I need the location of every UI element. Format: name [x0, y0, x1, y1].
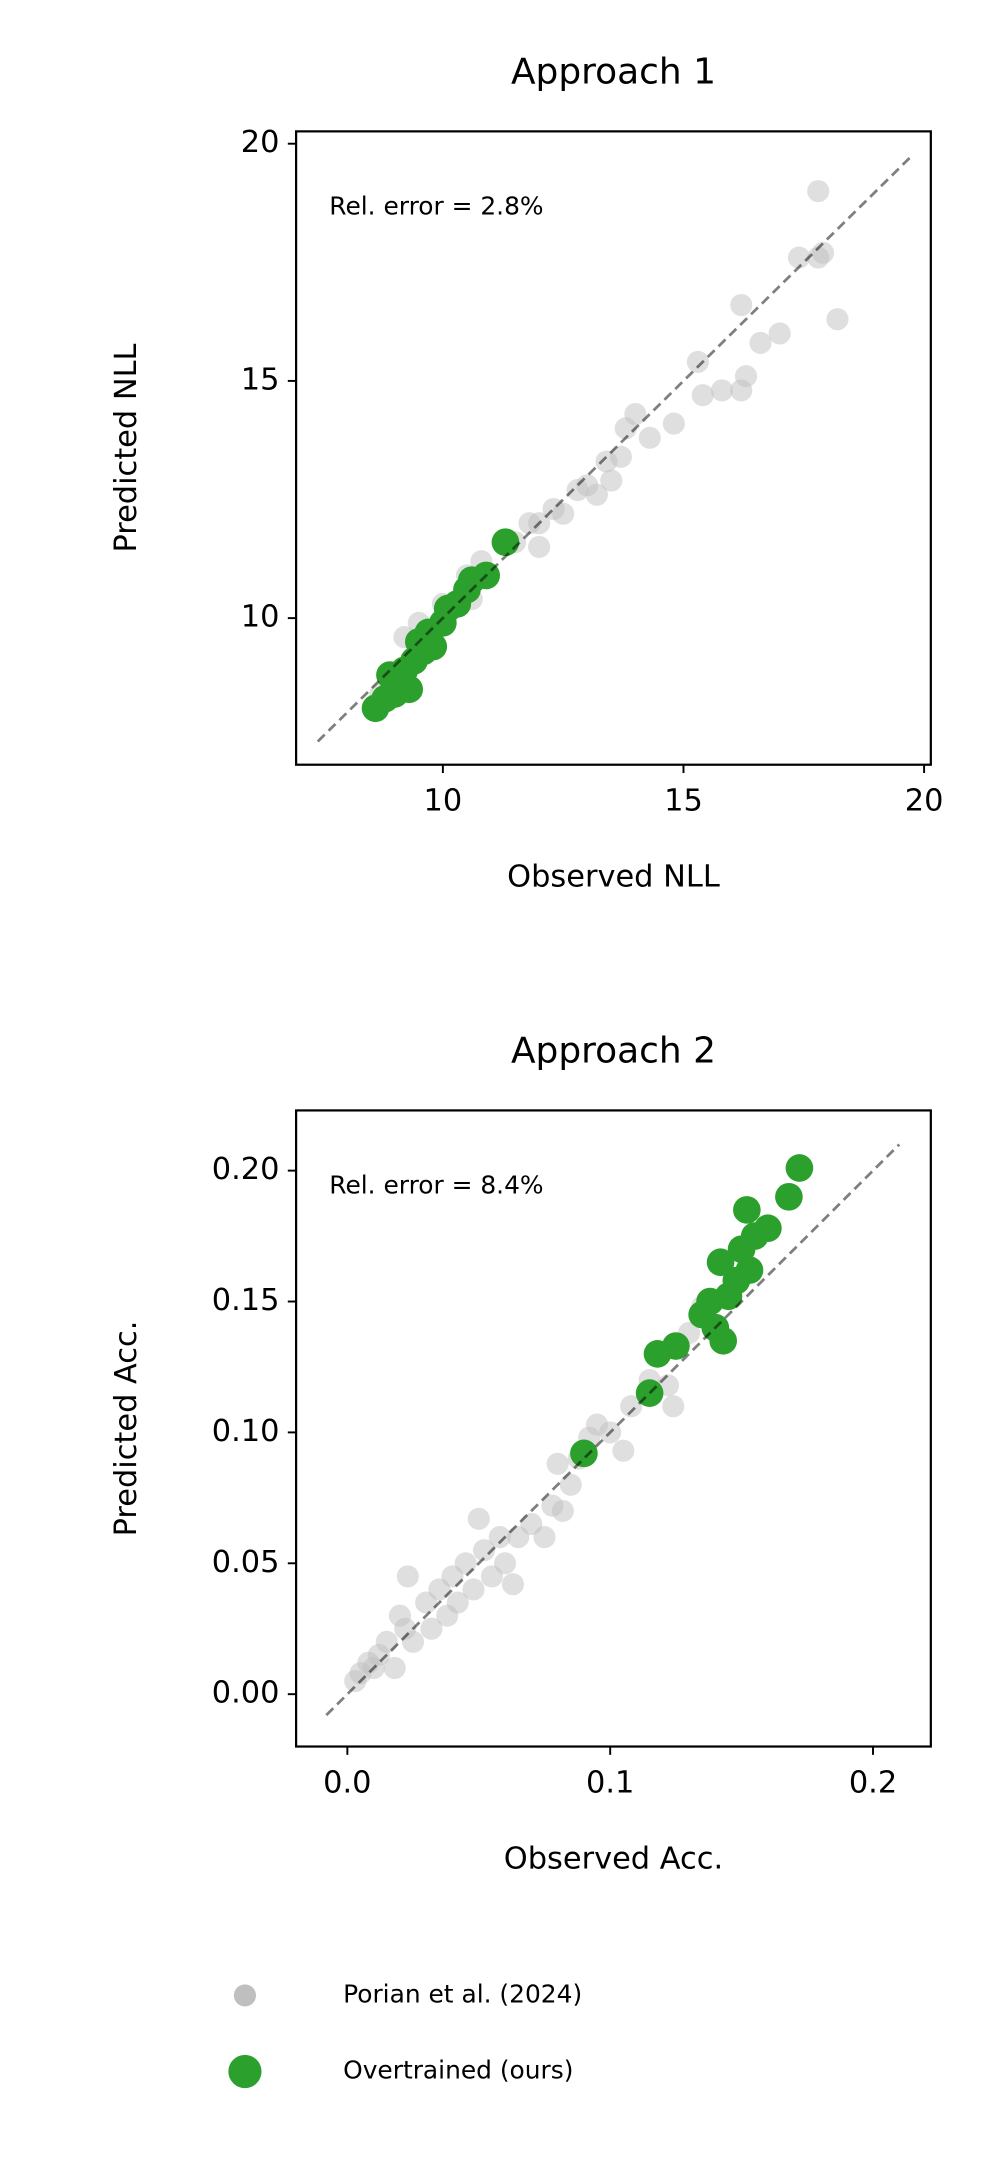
data-point	[551, 1499, 574, 1522]
data-point	[754, 1214, 782, 1243]
data-point	[612, 1439, 635, 1462]
data-point	[467, 1507, 490, 1530]
data-point	[462, 1578, 485, 1601]
data-point	[501, 1573, 524, 1596]
data-point	[585, 483, 608, 506]
data-point	[785, 1154, 814, 1182]
legend-label: Porian et al. (2024)	[343, 1979, 582, 2008]
x-tick-label: 0.1	[586, 1765, 634, 1800]
data-point	[570, 1439, 598, 1468]
data-point	[559, 1473, 582, 1496]
x-tick-label: 20	[905, 784, 944, 819]
legend-marker	[228, 2054, 262, 2089]
data-point	[409, 637, 438, 666]
reference-line	[325, 1143, 901, 1717]
data-point	[533, 1526, 556, 1549]
data-point	[375, 1630, 398, 1653]
data-point	[420, 1617, 443, 1640]
chart-title: Approach 1	[511, 51, 716, 92]
data-point	[609, 445, 632, 468]
chart-title: Approach 2	[511, 1030, 716, 1071]
data-point	[380, 680, 409, 708]
data-point	[638, 426, 661, 449]
y-tick-label: 0.15	[212, 1283, 280, 1318]
data-point	[491, 528, 520, 557]
legend-label: Overtrained (ours)	[343, 2055, 573, 2084]
data-point	[662, 412, 685, 435]
data-point	[552, 502, 575, 525]
annotation: Rel. error = 2.8%	[329, 191, 543, 220]
x-tick-label: 10	[424, 784, 463, 819]
plot-frame	[294, 1109, 932, 1748]
data-point	[775, 1182, 803, 1211]
y-tick-label: 0.05	[212, 1545, 280, 1580]
data-point	[735, 1256, 764, 1284]
x-axis-label: Observed Acc.	[504, 1841, 723, 1876]
data-point	[600, 469, 623, 492]
y-axis-label: Predicted NLL	[109, 343, 144, 552]
y-tick-label: 15	[241, 362, 280, 397]
data-point	[826, 308, 849, 331]
legend-marker	[233, 1984, 257, 2007]
x-tick-label: 0.2	[849, 1765, 897, 1800]
data-point	[620, 1395, 643, 1418]
y-tick-label: 0.20	[212, 1152, 280, 1187]
x-tick-label: 0.0	[323, 1765, 371, 1800]
data-point	[733, 1196, 761, 1224]
data-point	[401, 1630, 425, 1653]
data-point	[691, 384, 714, 407]
data-point	[709, 1326, 738, 1355]
data-point	[710, 379, 734, 402]
data-point	[528, 535, 551, 559]
data-point	[706, 1248, 735, 1277]
y-tick-label: 10	[241, 600, 280, 635]
annotation: Rel. error = 8.4%	[329, 1170, 543, 1199]
y-tick-label: 0.00	[212, 1676, 280, 1711]
plot-frame	[294, 130, 932, 766]
y-axis-label: Predicted Acc.	[109, 1321, 144, 1537]
data-point	[454, 1552, 477, 1575]
data-point	[396, 1565, 419, 1588]
reference-line	[316, 156, 911, 743]
x-tick-label: 15	[664, 784, 703, 819]
data-point	[787, 246, 811, 269]
data-point	[807, 180, 830, 203]
data-point	[662, 1395, 685, 1418]
data-point	[749, 331, 772, 355]
y-tick-label: 20	[241, 125, 280, 160]
data-point	[686, 350, 709, 373]
data-point	[546, 1452, 569, 1475]
data-point	[624, 403, 647, 426]
data-point	[493, 1552, 517, 1575]
x-axis-label: Observed NLL	[507, 860, 720, 895]
data-point	[662, 1332, 690, 1360]
data-point	[488, 1526, 511, 1549]
data-point	[768, 322, 791, 345]
data-point	[734, 365, 758, 388]
data-point	[472, 1539, 496, 1562]
data-point	[383, 1656, 406, 1680]
data-point	[730, 293, 753, 317]
data-point	[446, 1591, 469, 1614]
y-tick-label: 0.10	[212, 1414, 280, 1449]
